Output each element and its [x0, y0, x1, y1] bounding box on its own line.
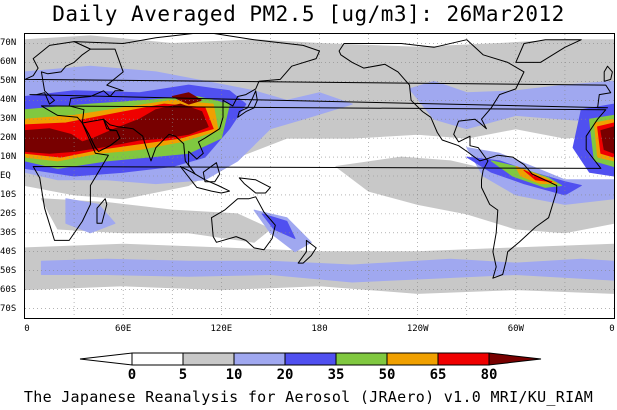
legend-swatch	[335, 352, 388, 366]
band-10-20	[409, 80, 614, 130]
coastlines	[25, 34, 613, 279]
latitude-label: EQ	[0, 171, 11, 181]
map-title: Daily Averaged PM2.5 [ug/m3]: 26Mar2012	[52, 2, 565, 26]
latitude-label: 20S	[0, 208, 17, 219]
longitude-label: 0	[609, 324, 615, 334]
band-80-plus	[600, 126, 614, 154]
legend-tick-label: 5	[178, 367, 188, 383]
latitude-label: 40N	[0, 95, 17, 106]
longitude-label: 0	[24, 324, 30, 334]
coastline-south-america	[481, 154, 558, 279]
caption: The Japanese Reanalysis for Aerosol (JRA…	[23, 388, 594, 406]
coastline-madagascar	[96, 198, 108, 224]
coastline-europe	[25, 41, 612, 109]
legend-swatch	[233, 352, 286, 366]
latitude-label: 40S	[0, 246, 17, 257]
latitude-label: 70S	[0, 303, 17, 314]
longitude-label: 120W	[406, 324, 429, 334]
legend-tick-label: 0	[127, 367, 137, 383]
legend-tick-label: 80	[480, 367, 498, 383]
latitude-label: 10S	[0, 189, 17, 200]
coastline-uk	[603, 65, 613, 82]
coastline-australia	[211, 196, 276, 251]
band-80-plus	[25, 103, 209, 154]
latitude-label: 30S	[0, 227, 17, 238]
coastline-borneo	[202, 162, 221, 183]
pm25-map	[25, 34, 614, 318]
coastline-newguinea	[238, 177, 271, 194]
legend-tick-label: 20	[276, 367, 294, 383]
legend-min-arrow	[79, 352, 133, 366]
latitude-label: 60N	[0, 57, 17, 68]
latitude-label: 70N	[0, 38, 17, 49]
legend-tick-label: 10	[225, 367, 243, 383]
longitude-label: 60W	[507, 324, 524, 334]
longitude-label: 120E	[210, 324, 233, 334]
legend-swatch	[182, 352, 235, 366]
coastline-greenland	[515, 39, 582, 63]
latitude-label: 50S	[0, 265, 17, 276]
coastline-newzealand	[297, 239, 317, 264]
latitude-label: 10N	[0, 152, 17, 163]
latitude-label: 20N	[0, 133, 17, 144]
legend-tick-label: 65	[429, 367, 447, 383]
coastline-indonesia	[179, 166, 230, 194]
longitude-label: 60E	[115, 324, 132, 334]
latitude-label: 60S	[0, 284, 17, 295]
coastline-asia	[68, 34, 320, 175]
longitude-label: 180	[311, 324, 328, 334]
graticule	[25, 34, 614, 318]
map-plot-area	[24, 33, 615, 319]
latitude-label: 30N	[0, 114, 17, 125]
coastline-africa	[32, 105, 607, 241]
legend-swatch	[131, 352, 184, 366]
coastline-arabia	[81, 118, 121, 152]
legend-swatch	[284, 352, 337, 366]
legend-tick-label: 35	[327, 367, 345, 383]
coastline-japan	[237, 90, 258, 118]
legend-swatch	[437, 352, 490, 366]
band-10-20	[65, 198, 116, 234]
legend-max-arrow	[488, 352, 542, 366]
band-10-20	[40, 258, 614, 283]
latitude-label: 50N	[0, 76, 17, 87]
coastline-north-america	[338, 39, 525, 162]
legend-swatch	[386, 352, 439, 366]
legend-tick-label: 50	[378, 367, 396, 383]
